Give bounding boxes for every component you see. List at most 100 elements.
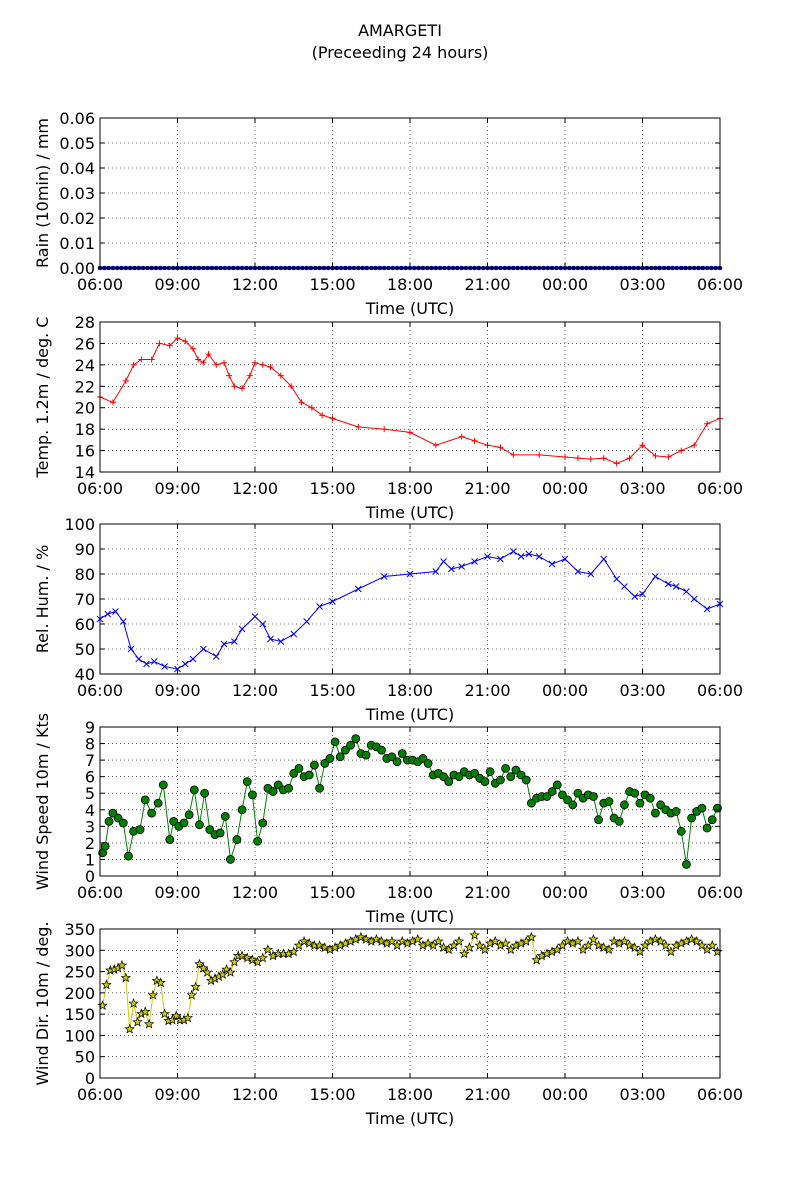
wind-direction-point bbox=[464, 942, 475, 953]
temperature-point bbox=[329, 415, 336, 422]
wind-direction-point bbox=[624, 940, 635, 951]
temperature-point bbox=[407, 429, 413, 436]
rain-x-axis-label: Time (UTC) bbox=[365, 299, 454, 318]
wind-direction-point bbox=[198, 962, 209, 973]
wind-direction-y-tick-label: 150 bbox=[64, 1005, 95, 1024]
wind-direction-point bbox=[660, 940, 671, 951]
wind-direction-point bbox=[655, 935, 666, 946]
temperature-point bbox=[562, 454, 568, 460]
rain-x-tick-label: 06:00 bbox=[77, 275, 123, 294]
wind-speed-point bbox=[242, 777, 252, 787]
wind-speed-point bbox=[635, 798, 645, 808]
wind-direction-point bbox=[304, 938, 315, 948]
temperature-point bbox=[355, 424, 362, 430]
wind-direction-point bbox=[143, 1018, 155, 1029]
humidity-point bbox=[535, 553, 543, 560]
wind-direction-x-tick-label: 06:00 bbox=[77, 1085, 123, 1104]
humidity-point bbox=[471, 558, 478, 565]
wind-speed-point bbox=[304, 770, 314, 780]
temperature-point bbox=[574, 455, 581, 462]
humidity-point bbox=[161, 663, 168, 670]
temperature-point bbox=[148, 356, 155, 363]
wind-direction-point bbox=[588, 933, 599, 944]
humidity-point bbox=[664, 580, 672, 588]
temperature-point bbox=[319, 412, 326, 419]
wind-speed-point bbox=[118, 818, 128, 828]
humidity-point bbox=[277, 638, 285, 645]
humidity-y-tick-label: 100 bbox=[64, 515, 95, 534]
temperature-y-tick-label: 18 bbox=[75, 420, 95, 439]
temperature-point bbox=[130, 361, 137, 368]
humidity-point bbox=[143, 660, 150, 668]
wind-direction-point bbox=[712, 946, 723, 957]
wind-speed-point bbox=[253, 836, 262, 846]
temperature-point bbox=[587, 456, 594, 463]
wind-speed-x-tick-label: 21:00 bbox=[464, 883, 510, 902]
temperature-point bbox=[510, 451, 517, 458]
wind-direction-point bbox=[453, 935, 465, 946]
wind-speed-y-tick-label: 8 bbox=[85, 735, 95, 754]
wind-direction-point bbox=[147, 989, 159, 1000]
humidity-point bbox=[631, 593, 639, 600]
wind-speed-point bbox=[232, 835, 242, 844]
humidity-point bbox=[621, 583, 628, 590]
wind-speed-point bbox=[195, 820, 204, 830]
rain-y-tick-label: 0.01 bbox=[59, 234, 95, 253]
humidity-point bbox=[380, 573, 388, 580]
humidity-point bbox=[703, 605, 711, 613]
humidity-point bbox=[458, 563, 466, 570]
wind-speed-point bbox=[220, 812, 230, 821]
wind-direction-point bbox=[247, 954, 258, 965]
wind-direction-point bbox=[603, 944, 615, 955]
humidity-y-tick-label: 80 bbox=[75, 565, 95, 584]
wind-direction-point bbox=[155, 977, 166, 988]
temperature-point bbox=[458, 433, 465, 440]
wind-direction-point bbox=[526, 931, 537, 942]
wind-speed-point bbox=[521, 775, 531, 785]
wind-speed-point bbox=[226, 855, 235, 864]
humidity-x-tick-label: 00:00 bbox=[542, 681, 588, 700]
wind-speed-point bbox=[268, 787, 278, 796]
wind-direction-x-tick-label: 12:00 bbox=[232, 1085, 278, 1104]
wind-speed-y-tick-label: 2 bbox=[85, 834, 95, 853]
temperature-point bbox=[156, 340, 163, 347]
humidity-point bbox=[259, 620, 267, 628]
wind-direction-point bbox=[572, 935, 584, 946]
humidity-point bbox=[600, 555, 608, 563]
humidity-point bbox=[497, 555, 504, 563]
wind-speed-point bbox=[397, 749, 407, 758]
humidity-point bbox=[613, 575, 621, 583]
temperature-point bbox=[174, 335, 181, 342]
humidity-point bbox=[135, 655, 143, 663]
temperature-point bbox=[267, 364, 274, 370]
wind-speed-point bbox=[325, 754, 335, 763]
wind-direction-point bbox=[665, 946, 677, 957]
rain-x-tick-label: 18:00 bbox=[387, 275, 433, 294]
humidity-point bbox=[238, 625, 246, 633]
wind-speed-point bbox=[377, 745, 386, 755]
temperature-x-tick-label: 06:00 bbox=[77, 479, 123, 498]
wind-direction-point bbox=[422, 937, 434, 948]
wind-speed-point bbox=[552, 780, 562, 790]
wind-speed-point bbox=[346, 740, 355, 750]
humidity-point bbox=[150, 658, 158, 665]
wind-direction-point bbox=[500, 937, 511, 948]
chart-title: AMARGETI bbox=[358, 21, 442, 40]
wind-direction-y-tick-label: 200 bbox=[64, 984, 95, 1003]
wind-speed-point bbox=[215, 828, 225, 838]
chart-title-block: AMARGETI (Preceeding 24 hours) bbox=[0, 20, 800, 64]
humidity-point bbox=[354, 585, 362, 593]
wind-speed-x-tick-label: 06:00 bbox=[77, 883, 123, 902]
wind-direction-point bbox=[262, 944, 274, 955]
wind-speed-point bbox=[140, 795, 150, 805]
wind-direction-x-tick-label: 09:00 bbox=[154, 1085, 200, 1104]
temperature-series-line bbox=[99, 337, 721, 464]
wind-speed-x-tick-label: 00:00 bbox=[542, 883, 588, 902]
wind-speed-point bbox=[671, 807, 681, 816]
temperature-point bbox=[231, 383, 238, 390]
wind-speed-point bbox=[614, 816, 624, 826]
humidity-point bbox=[230, 638, 238, 645]
rain-y-tick-label: 0.05 bbox=[59, 134, 95, 153]
wind-speed-point bbox=[330, 737, 340, 747]
